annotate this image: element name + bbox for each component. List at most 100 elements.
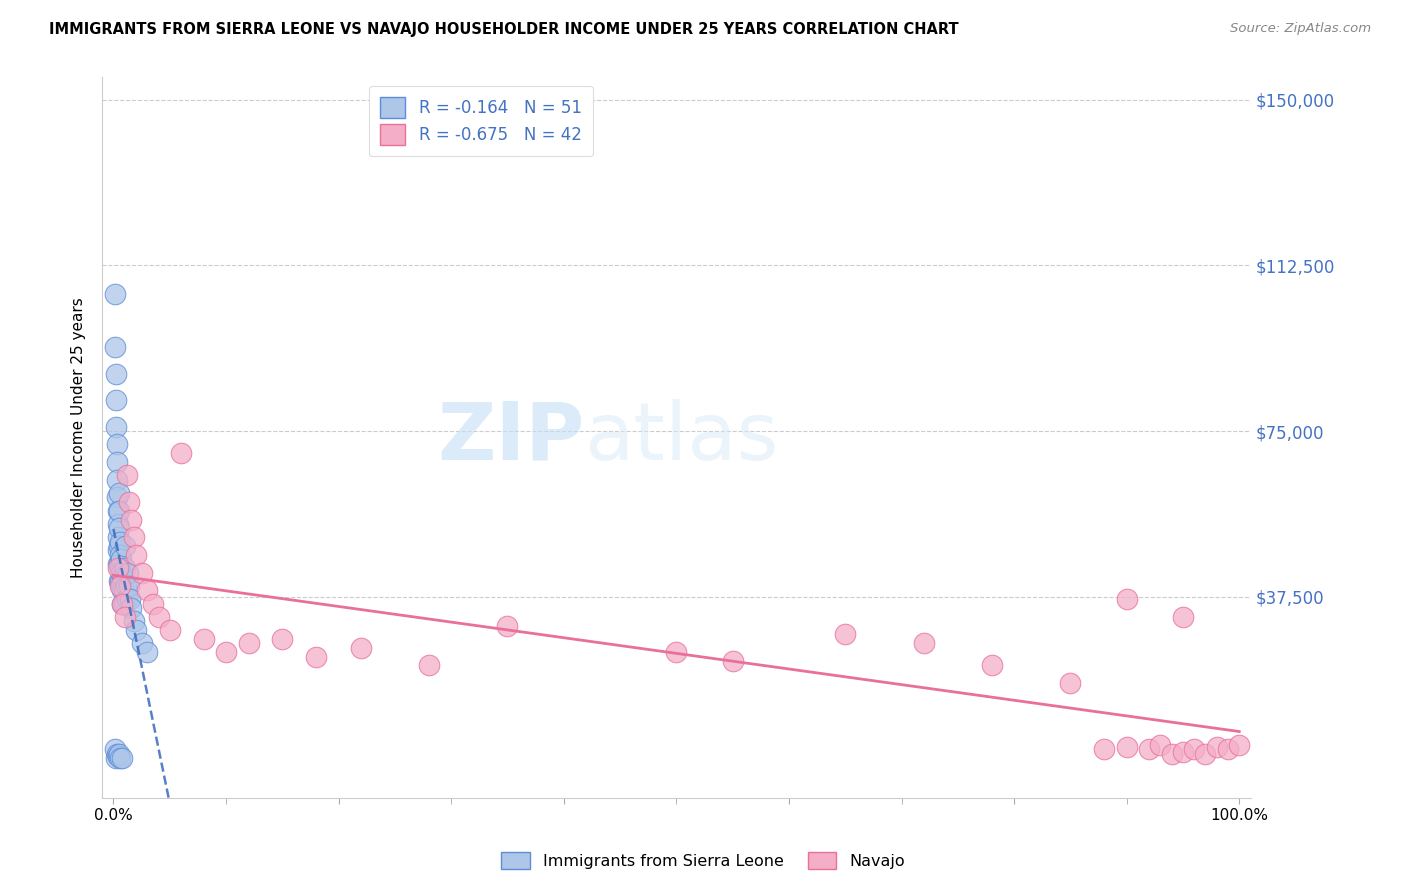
Point xyxy=(104,393,127,408)
Point xyxy=(193,632,215,646)
Point xyxy=(104,367,127,381)
Point xyxy=(107,543,129,558)
Point xyxy=(110,574,132,589)
Point xyxy=(1137,742,1160,756)
Y-axis label: Householder Income Under 25 years: Householder Income Under 25 years xyxy=(72,297,86,578)
Point xyxy=(115,579,138,593)
Point xyxy=(108,557,131,571)
Point xyxy=(136,645,159,659)
Point xyxy=(1194,747,1216,761)
Point xyxy=(108,521,131,535)
Point xyxy=(121,512,143,526)
Point xyxy=(1160,747,1182,761)
Point xyxy=(115,468,138,483)
Point xyxy=(108,504,131,518)
Point xyxy=(114,539,136,553)
Point xyxy=(108,574,131,589)
Point xyxy=(105,747,128,761)
Text: ZIP: ZIP xyxy=(437,399,585,476)
Point xyxy=(1171,609,1194,624)
Point xyxy=(1216,742,1239,756)
Point xyxy=(1182,742,1205,756)
Point xyxy=(104,340,127,354)
Point xyxy=(110,751,132,765)
Point xyxy=(111,751,134,765)
Point xyxy=(665,645,688,659)
Point xyxy=(110,548,132,562)
Point xyxy=(114,609,136,624)
Point xyxy=(107,557,129,571)
Point xyxy=(496,618,519,632)
Point xyxy=(170,446,193,460)
Point xyxy=(105,491,128,505)
Point xyxy=(110,566,132,580)
Point xyxy=(104,742,127,756)
Point xyxy=(110,534,132,549)
Point xyxy=(114,561,136,575)
Point xyxy=(108,539,131,553)
Point xyxy=(105,437,128,451)
Point xyxy=(108,486,131,500)
Point xyxy=(105,473,128,487)
Point xyxy=(1115,592,1137,607)
Point xyxy=(105,455,128,469)
Point xyxy=(1227,738,1250,752)
Point xyxy=(118,579,141,593)
Point xyxy=(1092,742,1115,756)
Point xyxy=(1171,745,1194,759)
Point xyxy=(104,751,127,765)
Point xyxy=(118,495,141,509)
Point xyxy=(125,623,148,637)
Point xyxy=(136,583,159,598)
Point xyxy=(122,614,145,628)
Point xyxy=(110,552,132,566)
Point xyxy=(112,583,135,598)
Point xyxy=(142,597,165,611)
Point xyxy=(980,658,1002,673)
Point xyxy=(131,636,153,650)
Point xyxy=(107,749,129,764)
Point xyxy=(110,579,132,593)
Point xyxy=(912,636,935,650)
Text: atlas: atlas xyxy=(585,399,779,476)
Text: IMMIGRANTS FROM SIERRA LEONE VS NAVAJO HOUSEHOLDER INCOME UNDER 25 YEARS CORRELA: IMMIGRANTS FROM SIERRA LEONE VS NAVAJO H… xyxy=(49,22,959,37)
Point xyxy=(721,654,744,668)
Point xyxy=(1149,738,1171,752)
Point xyxy=(108,747,131,761)
Legend: Immigrants from Sierra Leone, Navajo: Immigrants from Sierra Leone, Navajo xyxy=(494,845,912,877)
Point xyxy=(1205,740,1227,755)
Point xyxy=(111,570,134,584)
Text: Source: ZipAtlas.com: Source: ZipAtlas.com xyxy=(1230,22,1371,36)
Point xyxy=(107,561,129,575)
Point xyxy=(120,592,142,607)
Point xyxy=(131,566,153,580)
Point xyxy=(117,566,139,580)
Point xyxy=(1059,676,1081,690)
Point xyxy=(159,623,181,637)
Point xyxy=(121,601,143,615)
Point xyxy=(1115,740,1137,755)
Point xyxy=(104,419,127,434)
Point xyxy=(110,561,132,575)
Point xyxy=(107,516,129,531)
Legend: R = -0.164   N = 51, R = -0.675   N = 42: R = -0.164 N = 51, R = -0.675 N = 42 xyxy=(368,86,593,156)
Point xyxy=(125,548,148,562)
Point xyxy=(112,597,135,611)
Point xyxy=(115,592,138,607)
Point xyxy=(111,597,134,611)
Point xyxy=(111,583,134,598)
Point xyxy=(104,287,127,301)
Point xyxy=(111,597,134,611)
Point xyxy=(305,649,328,664)
Point xyxy=(215,645,238,659)
Point xyxy=(271,632,294,646)
Point xyxy=(148,609,170,624)
Point xyxy=(238,636,260,650)
Point xyxy=(350,640,373,655)
Point xyxy=(418,658,440,673)
Point xyxy=(107,504,129,518)
Point xyxy=(122,530,145,544)
Point xyxy=(834,627,856,641)
Point xyxy=(107,530,129,544)
Point xyxy=(110,579,132,593)
